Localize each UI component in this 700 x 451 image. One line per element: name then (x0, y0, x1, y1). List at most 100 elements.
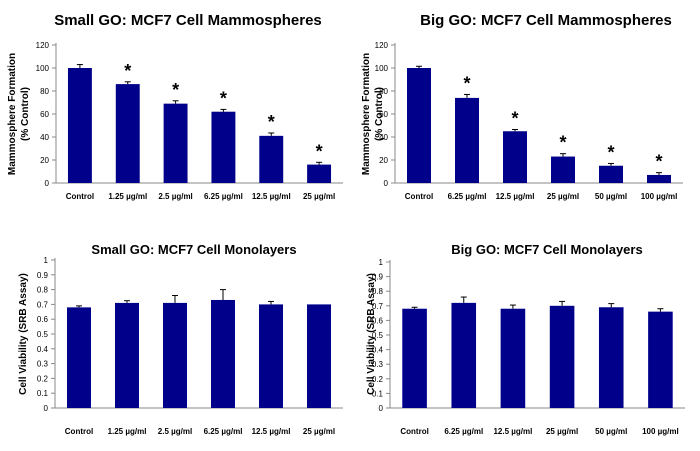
y-tick-label: 0.8 (372, 287, 384, 296)
bar (115, 302, 139, 408)
y-tick-label: 0.4 (372, 346, 384, 355)
y-axis-label-line: (% Control) (374, 87, 385, 141)
significance-star: * (316, 141, 323, 161)
bar (211, 299, 235, 408)
bar (407, 68, 431, 183)
y-tick-label: 80 (40, 87, 49, 96)
y-tick-label: 0.1 (372, 389, 384, 398)
significance-star: * (268, 112, 275, 132)
x-tick-label: 12.5 µg/ml (252, 427, 291, 436)
y-tick-label: 20 (379, 156, 388, 165)
x-tick-label: 6.25 µg/ml (448, 192, 487, 201)
chart-svg: Big GO: MCF7 Cell Monolayers Cell Viabili… (366, 242, 685, 436)
x-tick-label: 25 µg/ml (547, 192, 579, 201)
x-tick-label: 100 µg/ml (641, 192, 678, 201)
chart-title: Big GO: MCF7 Cell Monolayers (451, 242, 642, 257)
y-tick-label: 1 (44, 256, 49, 265)
bar (647, 174, 671, 183)
bar (259, 304, 283, 408)
x-tick-label: 6.25 µg/ml (204, 192, 243, 201)
x-tick-label: 50 µg/ml (595, 192, 627, 201)
y-tick-label: 0.7 (372, 302, 384, 311)
y-tick-label: 120 (375, 41, 389, 50)
y-tick-label: 0 (384, 179, 389, 188)
bar (211, 111, 236, 183)
bar (455, 97, 479, 183)
chart-big-go-monolayers: Big GO: MCF7 Cell Monolayers Cell Viabili… (350, 226, 700, 451)
x-tick-label: Control (400, 427, 428, 436)
bar (259, 135, 284, 183)
significance-star: * (124, 61, 131, 81)
chart-title: Small GO: MCF7 Cell Mammospheres (54, 12, 322, 29)
x-tick-label: 2.5 µg/ml (158, 427, 192, 436)
x-tick-label: 100 µg/ml (642, 427, 679, 436)
y-tick-label: 0.6 (372, 316, 384, 325)
bar (551, 156, 575, 183)
x-tick-label: 6.25 µg/ml (204, 427, 243, 436)
y-tick-label: 20 (40, 156, 49, 165)
bar (648, 311, 673, 408)
chart-big-go-mammospheres: Big GO: MCF7 Cell Mammospheres Mammospher… (350, 0, 700, 225)
x-tick-label: 2.5 µg/ml (158, 192, 192, 201)
bar (500, 308, 526, 408)
y-tick-label: 0 (44, 404, 49, 413)
x-tick-label: 12.5 µg/ml (493, 427, 532, 436)
bar (163, 302, 187, 408)
y-tick-label: 100 (375, 64, 389, 73)
x-tick-label: 1.25 µg/ml (108, 192, 147, 201)
y-tick-label: 60 (379, 110, 388, 119)
significance-star: * (172, 80, 179, 100)
chart-svg: Small GO: MCF7 Cell Monolayers Cell Viabi… (18, 242, 343, 436)
y-axis-label-line: Mammosphere Formation (7, 53, 18, 175)
x-tick-label: 12.5 µg/ml (252, 192, 291, 201)
significance-star: * (220, 88, 227, 108)
y-tick-label: 0.6 (37, 315, 49, 324)
y-axis-label-line: (% Control) (20, 87, 31, 141)
y-tick-label: 80 (379, 87, 388, 96)
significance-star: * (655, 152, 662, 172)
y-axis-label-line: Cell Viability (SRB Assay) (366, 273, 377, 395)
bar (67, 68, 92, 183)
bar (599, 165, 623, 183)
y-tick-label: 0.7 (37, 300, 49, 309)
x-tick-label: 25 µg/ml (546, 427, 578, 436)
y-tick-label: 0.8 (37, 286, 49, 295)
x-tick-label: 50 µg/ml (595, 427, 627, 436)
bar (598, 307, 624, 408)
chart-title: Big GO: MCF7 Cell Mammospheres (420, 12, 672, 29)
y-tick-label: 0.4 (37, 345, 49, 354)
bar (307, 304, 331, 408)
x-tick-label: 1.25 µg/ml (108, 427, 147, 436)
y-tick-label: 0.2 (37, 374, 49, 383)
y-axis-label-line: Cell Viability (SRB Assay) (18, 273, 29, 395)
bar (163, 103, 188, 183)
x-tick-label: 25 µg/ml (303, 427, 335, 436)
y-tick-label: 40 (40, 133, 49, 142)
x-tick-label: 12.5 µg/ml (496, 192, 535, 201)
y-tick-label: 0.3 (37, 360, 49, 369)
bar (307, 164, 332, 183)
y-tick-label: 0.5 (372, 331, 384, 340)
bar (549, 305, 575, 408)
bar (402, 308, 427, 408)
bar (115, 84, 140, 183)
y-tick-label: 0.9 (372, 273, 384, 282)
y-tick-label: 0.2 (372, 375, 384, 384)
y-tick-label: 40 (379, 133, 388, 142)
significance-star: * (607, 142, 614, 162)
y-tick-label: 0.9 (37, 271, 49, 280)
y-axis-label: Cell Viability (SRB Assay) (18, 273, 29, 395)
y-tick-label: 60 (40, 110, 49, 119)
y-tick-label: 0.1 (37, 389, 49, 398)
y-tick-label: 1 (379, 258, 384, 267)
x-tick-label: 25 µg/ml (303, 192, 335, 201)
y-tick-label: 0.5 (37, 330, 49, 339)
y-tick-label: 0.3 (372, 360, 384, 369)
significance-star: * (463, 73, 470, 93)
chart-small-go-mammospheres: Small GO: MCF7 Cell Mammospheres Mammosph… (0, 0, 350, 225)
y-axis-label: Mammosphere Formation (% Control) (361, 53, 385, 175)
x-tick-label: 6.25 µg/ml (444, 427, 483, 436)
chart-svg: Small GO: MCF7 Cell Mammospheres Mammosph… (7, 12, 343, 201)
y-tick-label: 0 (45, 179, 50, 188)
x-tick-label: Control (66, 192, 94, 201)
